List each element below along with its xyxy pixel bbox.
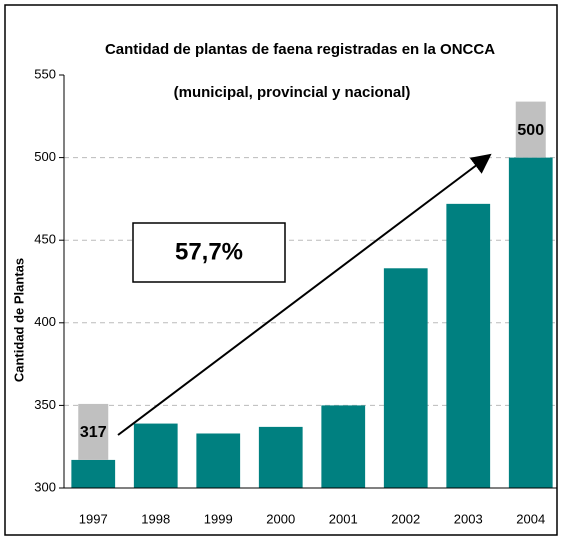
x-tick-label: 1998 [141,511,170,526]
bar [321,405,366,488]
bar [508,157,553,488]
y-tick-label: 550 [34,66,56,81]
chart-title: Cantidad de plantas de faena registradas… [105,41,495,58]
bar [446,203,491,488]
annotation: 57,7% [175,238,243,265]
y-axis-label: Cantidad de Plantas [11,258,26,382]
value-label: 500 [517,122,544,139]
value-label: 317 [80,424,107,441]
annotation-box [132,222,286,283]
plot: 300 350 400 450 500 550 1997 317 1998 1999 2000 200… [34,66,557,526]
value-label-box [515,101,546,158]
y-tick-label: 450 [34,232,56,247]
y-tick-label: 500 [34,149,56,164]
x-tick-label: 2000 [266,511,295,526]
bar [196,433,241,488]
x-tick-label: 2003 [454,511,483,526]
trend-arrow [117,153,492,436]
x-tick-label: 1999 [204,511,233,526]
bar [133,423,178,488]
bar [258,426,303,488]
y-tick-label: 300 [34,479,56,494]
x-tick-label: 2001 [329,511,358,526]
bar [71,459,116,488]
x-tick-label: 2002 [391,511,420,526]
value-label-box [78,403,109,460]
y-tick-label: 400 [34,314,56,329]
chart-subtitle: (municipal, provincial y nacional) [174,84,411,101]
x-tick-label: 1997 [79,511,108,526]
bar [383,268,428,488]
x-tick-label: 2004 [516,511,545,526]
y-tick-label: 350 [34,397,56,412]
